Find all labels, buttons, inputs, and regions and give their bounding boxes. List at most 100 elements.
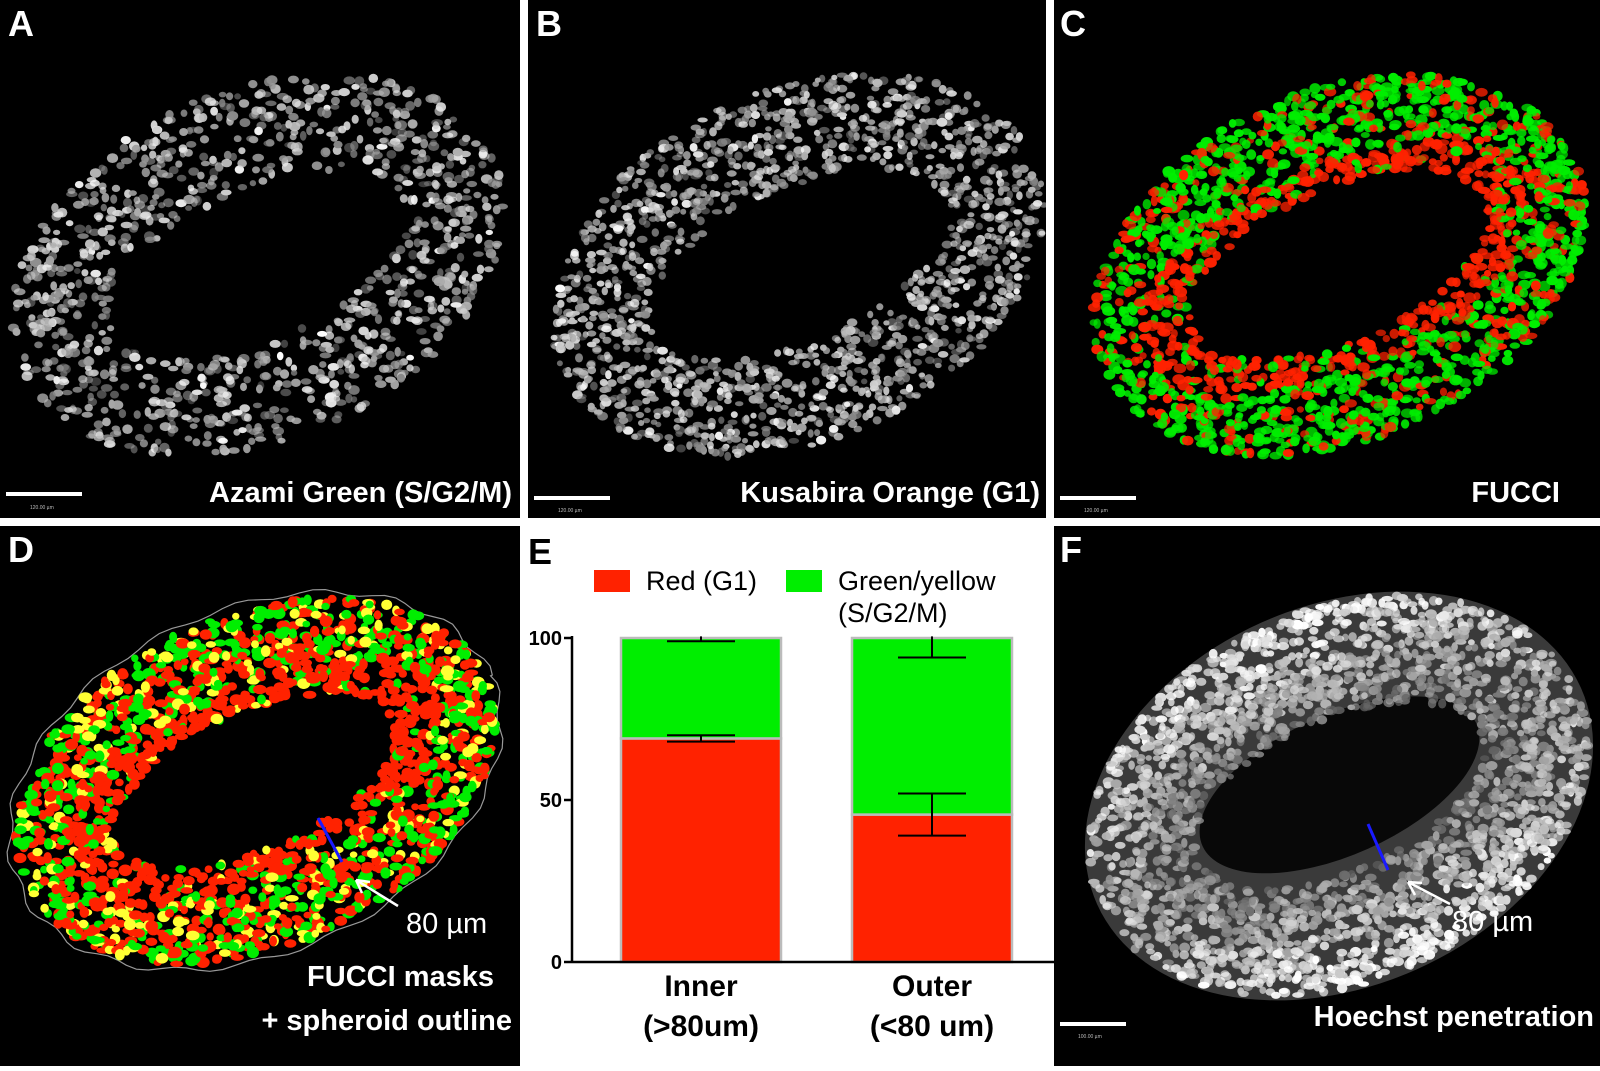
cell-nucleus	[758, 411, 767, 421]
cell-nucleus	[461, 170, 469, 179]
cell-nucleus	[973, 300, 982, 307]
cell-nucleus	[93, 212, 104, 221]
cell-nucleus	[1183, 376, 1193, 384]
cell-nucleus	[707, 197, 714, 206]
cell-nucleus	[1522, 114, 1532, 125]
cell-nucleus	[290, 364, 298, 372]
cell-nucleus	[209, 155, 217, 164]
cell-nucleus	[1239, 382, 1252, 389]
cell-nucleus	[580, 315, 587, 322]
cell-nucleus	[1124, 390, 1131, 397]
cell-nucleus	[1103, 369, 1116, 380]
cell-nucleus	[564, 258, 572, 264]
cell-nucleus	[1557, 165, 1571, 176]
cell-nucleus	[624, 226, 634, 234]
cell-nucleus	[707, 417, 716, 427]
cell-nucleus	[749, 365, 760, 371]
cell-nucleus	[1439, 387, 1448, 397]
cell-nucleus	[462, 134, 471, 143]
cell-nucleus	[709, 127, 717, 137]
cell-nucleus	[301, 339, 313, 346]
cell-nucleus	[1491, 97, 1499, 109]
cell-nucleus	[560, 275, 570, 282]
cell-nucleus	[1512, 229, 1521, 236]
cell-nucleus	[1509, 342, 1520, 349]
cell-nucleus	[414, 270, 422, 278]
cell-nucleus	[1114, 298, 1124, 307]
cell-nucleus	[1434, 73, 1443, 84]
cell-nucleus	[54, 290, 64, 301]
cell-nucleus	[1180, 154, 1194, 163]
cell-nucleus	[1497, 271, 1506, 280]
cell-nucleus	[259, 113, 269, 122]
fucci-masks-image	[6, 588, 504, 972]
cell-nucleus	[1255, 138, 1263, 146]
cell-nucleus	[906, 151, 913, 161]
cell-nucleus	[192, 417, 200, 423]
fucci-merged-image	[1087, 71, 1590, 460]
cell-nucleus	[1477, 248, 1488, 256]
cell-nucleus	[482, 202, 492, 211]
cell-nucleus	[397, 282, 408, 291]
cell-nucleus	[695, 128, 705, 135]
cell-nucleus	[350, 334, 358, 343]
cell-nucleus	[775, 85, 784, 92]
cell-nucleus	[938, 147, 947, 154]
cell-nucleus	[605, 370, 612, 380]
cell-nucleus	[1367, 74, 1376, 84]
cell-nucleus	[1411, 90, 1420, 99]
cell-nucleus	[932, 339, 944, 348]
cell-nucleus	[1144, 291, 1152, 301]
cell-nucleus	[1540, 122, 1554, 131]
cell-nucleus	[646, 341, 654, 350]
cell-nucleus	[984, 131, 993, 140]
cell-nucleus	[757, 105, 768, 111]
cell-nucleus	[1013, 209, 1023, 215]
cell-nucleus	[1380, 82, 1394, 92]
cell-nucleus	[84, 404, 93, 412]
cell-nucleus	[411, 225, 420, 232]
cell-nucleus	[460, 195, 472, 201]
cell-nucleus	[144, 407, 151, 417]
cell-nucleus	[989, 122, 999, 131]
cell-nucleus	[587, 366, 597, 375]
cell-nucleus	[1359, 92, 1370, 102]
cell-nucleus	[365, 87, 376, 95]
cell-nucleus	[681, 364, 690, 371]
cell-nucleus	[1522, 164, 1532, 173]
cell-nucleus	[852, 385, 860, 392]
cell-nucleus	[558, 318, 567, 324]
cell-nucleus	[160, 360, 171, 367]
cell-nucleus	[643, 178, 655, 187]
cell-nucleus	[226, 92, 234, 101]
cell-nucleus	[1338, 142, 1347, 152]
cell-nucleus	[305, 97, 314, 106]
cell-nucleus	[1011, 237, 1019, 247]
scale-bar	[6, 492, 82, 496]
cell-nucleus	[734, 451, 742, 459]
cell-nucleus	[850, 410, 862, 420]
cell-nucleus	[63, 298, 73, 308]
cell-nucleus	[1175, 302, 1184, 310]
cell-nucleus	[1322, 421, 1335, 430]
cell-nucleus	[924, 316, 933, 325]
cell-nucleus	[1297, 193, 1310, 203]
cell-nucleus	[1009, 252, 1018, 260]
cell-nucleus	[212, 354, 223, 362]
cell-nucleus	[990, 246, 999, 255]
cell-nucleus	[1279, 128, 1291, 135]
cell-nucleus	[1515, 207, 1525, 219]
cell-nucleus	[1417, 122, 1430, 131]
cell-nucleus	[841, 359, 850, 366]
cell-nucleus	[145, 653, 155, 663]
cell-nucleus	[957, 126, 967, 135]
cell-nucleus	[315, 128, 325, 135]
cell-nucleus	[772, 113, 781, 122]
cell-nucleus	[42, 358, 51, 367]
cell-nucleus	[1170, 329, 1178, 339]
cell-nucleus	[165, 448, 172, 457]
cell-nucleus	[1332, 430, 1340, 440]
cell-nucleus	[135, 363, 144, 371]
cell-nucleus	[1230, 194, 1238, 202]
cell-nucleus	[1495, 207, 1504, 217]
